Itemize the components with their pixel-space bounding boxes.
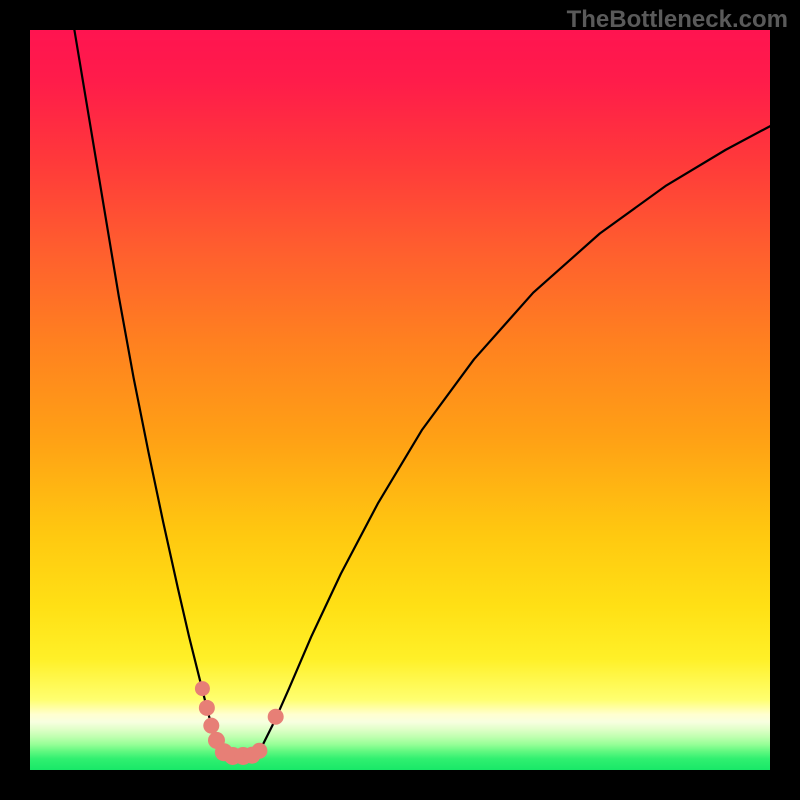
data-marker <box>195 681 210 696</box>
data-marker <box>199 700 215 716</box>
plot-area <box>30 30 770 770</box>
plot-svg <box>30 30 770 770</box>
data-marker <box>268 709 284 725</box>
watermark-text: TheBottleneck.com <box>567 6 788 34</box>
gradient-background <box>30 30 770 770</box>
data-marker <box>251 743 267 759</box>
data-marker <box>203 718 219 734</box>
